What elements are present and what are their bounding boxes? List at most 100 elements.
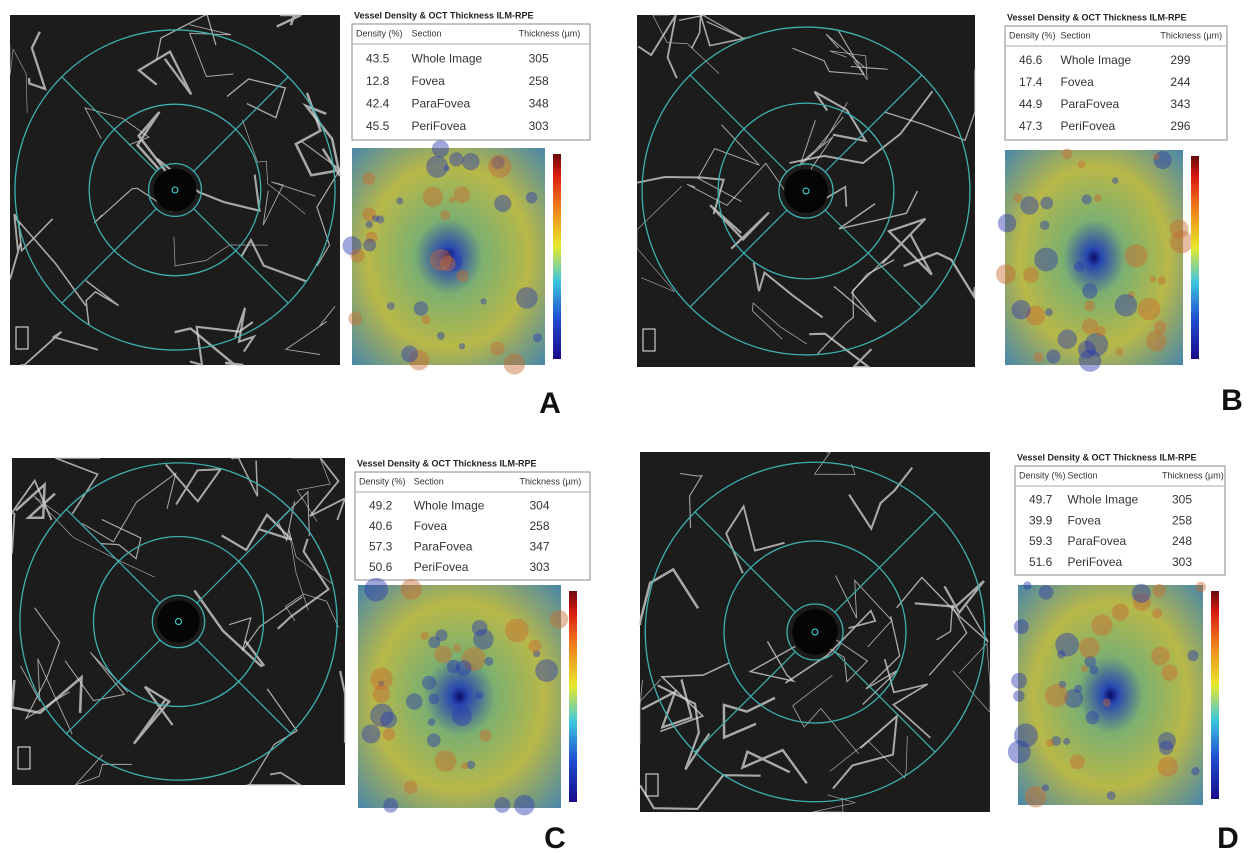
map-blob [452,706,472,726]
map-blob [1107,791,1116,800]
section-name: PeriFovea [1068,555,1123,569]
density-value: 59.3 [1029,534,1053,548]
map-blob [1153,584,1166,597]
map-blob [1046,350,1060,364]
color-bar [1211,591,1219,799]
map-blob [427,733,441,747]
map-blob [490,342,504,356]
map-blob [432,140,449,157]
map-blob [453,644,462,653]
map-blob [1150,276,1157,283]
density-value: 57.3 [369,539,393,553]
density-value: 39.9 [1029,513,1053,527]
map-blob [396,197,403,204]
map-blob [456,270,468,282]
map-blob [494,195,511,212]
map-blob [462,153,479,170]
color-bar [569,591,577,802]
map-blob [1116,348,1124,356]
map-blob [480,298,486,304]
column-header: Section [1068,470,1098,480]
section-name: ParaFovea [412,96,471,110]
map-blob [401,579,422,600]
map-blob [423,187,443,207]
section-name: Whole Image [1061,53,1132,67]
section-name: Whole Image [414,498,485,512]
density-value: 12.8 [366,74,390,88]
map-blob [351,249,365,263]
section-name: ParaFovea [1061,97,1120,111]
panel-label: D [1217,822,1239,853]
map-blob [998,214,1017,233]
section-name: Fovea [1068,513,1102,527]
column-header: Thickness (µm) [1160,30,1222,40]
column-header: Density (%) [359,476,406,486]
map-blob [383,728,395,740]
map-blob [1094,194,1102,202]
panel-label: B [1221,384,1243,417]
map-blob [1070,754,1085,769]
map-blob [1091,615,1112,636]
map-blob [1079,637,1100,658]
map-blob [428,718,436,726]
column-header: Density (%) [1019,470,1066,480]
table-title: Vessel Density & OCT Thickness ILM-RPE [1007,12,1187,22]
panel-label: C [544,822,566,853]
density-value: 45.5 [366,119,390,133]
map-blob [504,353,525,374]
map-blob [454,186,471,203]
fovea-zone [784,169,828,213]
fovea-zone [154,169,197,212]
map-blob [1040,197,1053,210]
map-blob [1081,665,1088,672]
map-blob [494,797,510,813]
map-blob [475,691,483,699]
map-blob [1086,711,1099,724]
map-blob [1138,298,1161,321]
map-blob [406,693,422,709]
map-blob [428,636,440,648]
map-blob [1124,244,1147,267]
map-blob [370,668,392,690]
map-blob [1152,608,1162,618]
map-blob [1034,248,1058,272]
map-blob [376,215,384,223]
map-blob [456,660,472,676]
map-blob [1095,326,1106,337]
section-name: ParaFovea [414,539,473,553]
thickness-value: 348 [529,96,549,110]
map-blob [348,312,362,326]
map-blob [1013,690,1024,701]
density-value: 40.6 [369,519,393,533]
map-blob [435,750,456,771]
column-header: Thickness (µm) [519,28,581,38]
map-blob [1157,756,1177,776]
map-blob [380,712,397,729]
map-blob [1196,582,1207,593]
thickness-value: 296 [1170,119,1190,133]
section-name: PeriFovea [1061,119,1116,133]
map-blob [1074,261,1084,271]
table-title: Vessel Density & OCT Thickness ILM-RPE [357,458,537,468]
map-blob [366,221,373,228]
map-blob [535,659,558,682]
map-blob [1084,300,1095,311]
map-blob [449,197,455,203]
thickness-value: 258 [530,519,550,533]
density-value: 49.7 [1029,493,1053,507]
map-blob [1042,784,1049,791]
map-blob [1055,633,1079,657]
section-name: Whole Image [1068,493,1139,507]
column-header: Density (%) [356,28,403,38]
section-name: Fovea [414,519,448,533]
map-blob [362,725,381,744]
map-blob [1146,331,1167,352]
fovea-zone [792,609,838,655]
map-blob [1012,300,1031,319]
map-blob [1011,673,1027,689]
map-blob [516,287,538,309]
map-blob [440,210,450,220]
column-header: Thickness (µm) [520,476,582,486]
map-blob [1013,193,1022,202]
map-blob [1058,330,1077,349]
